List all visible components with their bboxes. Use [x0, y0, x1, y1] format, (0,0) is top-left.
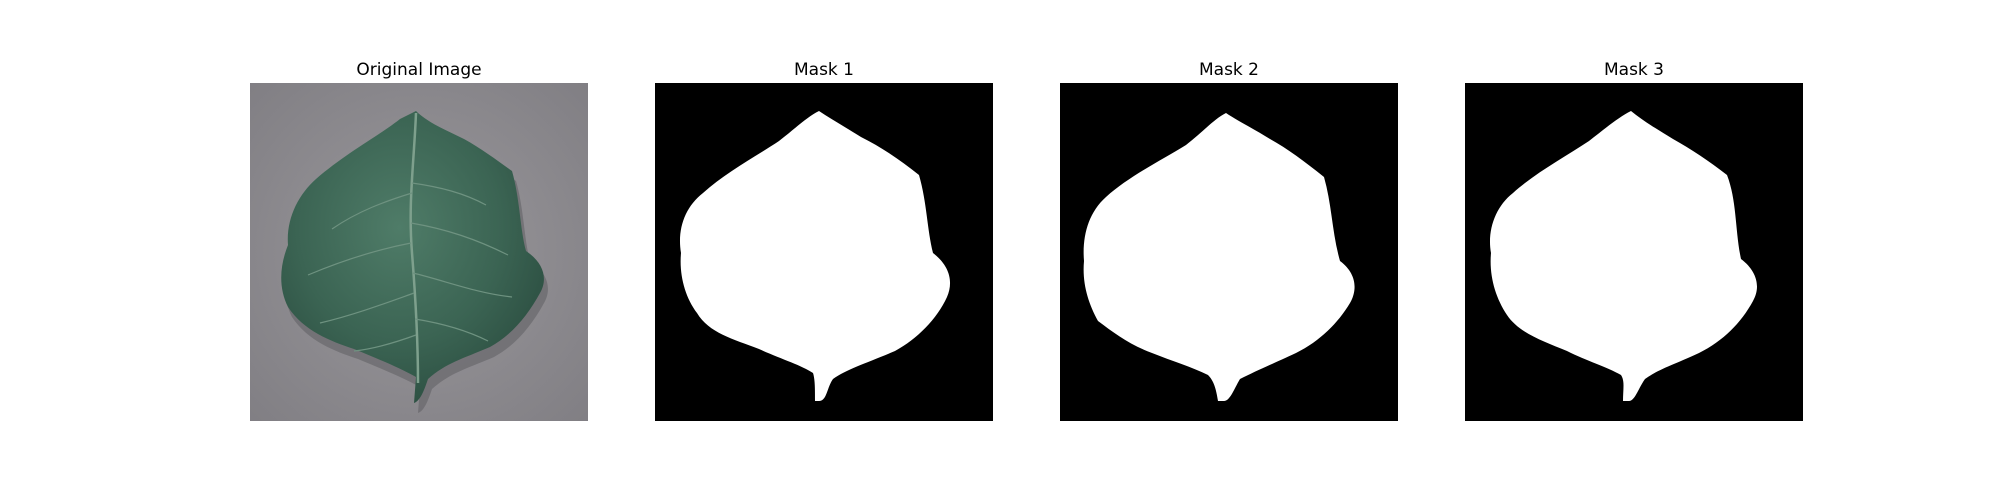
mask-region: [1083, 113, 1355, 401]
leaf-midrib: [409, 112, 420, 384]
leaf-vein: [412, 272, 513, 298]
leaf-vein: [319, 292, 415, 324]
mask-region: [1489, 111, 1757, 401]
panel-original-image: Original Image: [250, 58, 588, 421]
leaf-photo: [250, 83, 588, 421]
panel-mask-3: Mask 3: [1465, 58, 1803, 421]
panel-title: Mask 2: [1198, 60, 1259, 80]
mask-region: [679, 111, 951, 401]
mask-image: [1060, 83, 1398, 421]
panel-title: Original Image: [356, 60, 482, 80]
leaf-vein: [410, 222, 509, 256]
leaf-vein: [353, 334, 417, 352]
leaf-vein: [331, 192, 413, 230]
panel-mask-1: Mask 1: [655, 58, 993, 421]
leaf-vein: [307, 242, 412, 276]
leaf-vein: [411, 182, 487, 206]
panel-title: Mask 3: [1603, 60, 1664, 80]
mask-image: [1465, 83, 1803, 421]
panel-mask-2: Mask 2: [1060, 58, 1398, 421]
panel-title: Mask 1: [793, 60, 854, 80]
leaf-vein: [414, 318, 489, 342]
mask-image: [655, 83, 993, 421]
